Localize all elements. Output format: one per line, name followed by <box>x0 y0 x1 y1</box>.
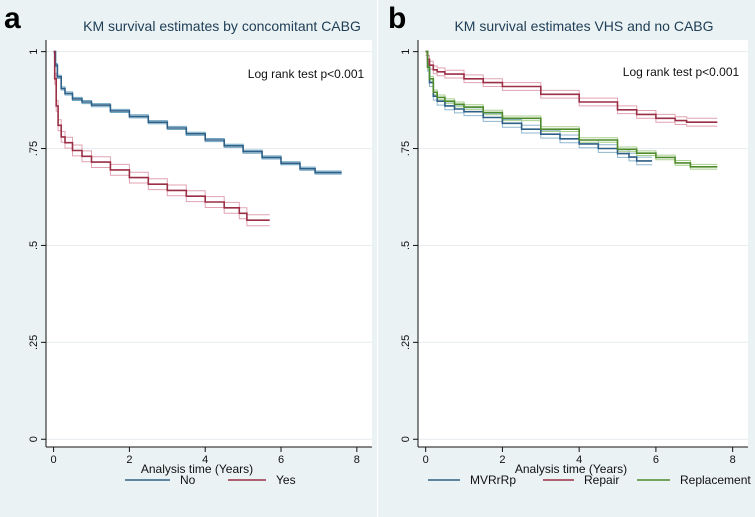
series-line-replacement <box>425 50 718 168</box>
series-line-yes <box>53 50 270 221</box>
x-axis-label: Analysis time (Years) <box>141 462 253 476</box>
km-panel-b: b 0 .25 .5 .75 1 0 2 4 6 8 Analysis time (Years) KM… <box>378 0 755 517</box>
x-tick-label: 2 <box>499 454 505 466</box>
series-line-no <box>53 50 342 174</box>
x-tick-label: 8 <box>354 454 360 466</box>
plot-area-a <box>46 40 372 447</box>
legend-label-repair: Repair <box>584 473 619 487</box>
x-tick-label: 2 <box>126 454 132 466</box>
chart-title: KM survival estimates VHS and no CABG <box>454 18 713 34</box>
x-tick-label: 6 <box>278 454 284 466</box>
y-tick-label: .25 <box>28 335 40 350</box>
panel-label-b: b <box>388 2 407 35</box>
panel-label-a: a <box>4 2 21 35</box>
km-chart-b: 0 .25 .5 .75 1 0 2 4 6 8 Analysis time (Years) KM s… <box>400 18 751 487</box>
y-tick-label: .75 <box>28 141 40 156</box>
y-tick-label: .75 <box>400 141 412 156</box>
plot-area-b <box>418 40 748 447</box>
km-panel-a: a 0 .25 .5 .75 1 0 2 4 6 8 Analysis time (Years) KM… <box>0 0 377 517</box>
legend-label-replacement: Replacement <box>680 473 751 487</box>
y-tick-label: 0 <box>28 436 40 442</box>
y-tick-label: 1 <box>28 49 40 55</box>
logrank-annotation: Log rank test p<0.001 <box>623 65 740 79</box>
series-line-repair <box>425 50 718 123</box>
legend-label-mvrrrp: MVRrRp <box>470 473 516 487</box>
y-tick-label: .5 <box>400 241 412 250</box>
legend-label-yes: Yes <box>276 473 296 487</box>
x-tick-label: 0 <box>51 454 57 466</box>
km-chart-a: 0 .25 .5 .75 1 0 2 4 6 8 Analysis time (Years) KM s… <box>28 18 372 487</box>
x-tick-label: 0 <box>423 454 429 466</box>
y-tick-label: 0 <box>400 436 412 442</box>
y-tick-label: 1 <box>400 49 412 55</box>
x-tick-label: 4 <box>202 454 208 466</box>
x-axis-label: Analysis time (Years) <box>515 462 627 476</box>
x-tick-label: 4 <box>576 454 582 466</box>
legend-label-no: No <box>180 473 196 487</box>
chart-title: KM survival estimates by concomitant CAB… <box>83 18 361 34</box>
x-tick-label: 6 <box>653 454 659 466</box>
y-tick-label: .25 <box>400 335 412 350</box>
y-tick-label: .5 <box>28 241 40 250</box>
logrank-annotation: Log rank test p<0.001 <box>248 67 365 81</box>
x-tick-label: 8 <box>730 454 736 466</box>
